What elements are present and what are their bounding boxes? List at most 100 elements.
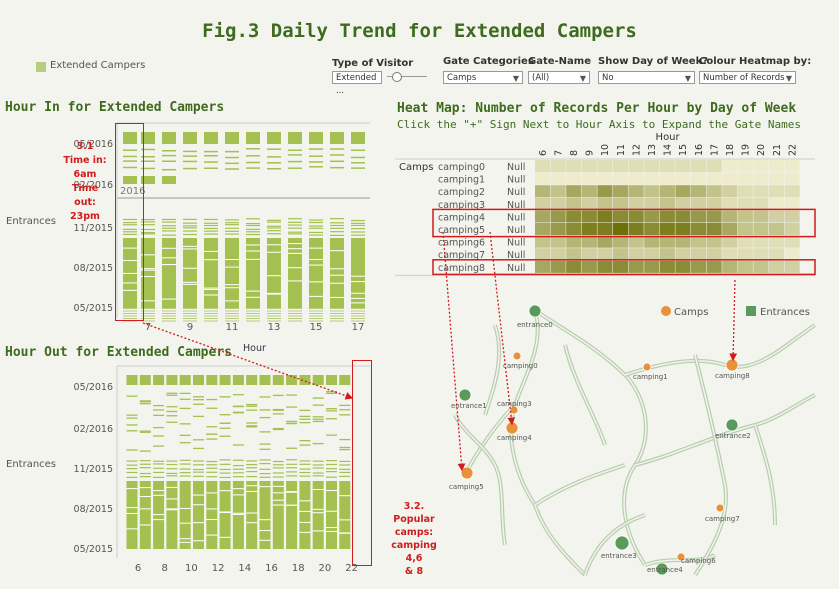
bar-tick (267, 318, 281, 319)
bar-tick (259, 463, 271, 465)
bar-tick (162, 168, 176, 171)
bar-tick (312, 420, 324, 423)
bar-gap (179, 541, 191, 543)
heatmap-cell (628, 172, 644, 185)
bar-tick (206, 438, 218, 440)
hour-in-title: Hour In for Extended Campers (5, 100, 225, 115)
bar-gap (123, 260, 137, 262)
heatmap-cell (659, 210, 675, 223)
null-label: Null (507, 225, 525, 236)
bar-segment (272, 481, 284, 549)
heatmap-cell (675, 223, 691, 236)
heatmap-cell (722, 235, 738, 248)
map-node-label: camping1 (633, 373, 668, 381)
heatmap-cell (613, 260, 629, 273)
bar-tick (166, 410, 178, 413)
date-tick-label: 02/2016 (74, 180, 113, 191)
row-header: Camps (399, 162, 433, 173)
gate-categories-select[interactable]: Camps ▼ (443, 71, 523, 84)
chevron-down-icon: ▼ (512, 74, 519, 83)
heatmap-cell (737, 160, 753, 173)
bar-tick (259, 416, 271, 419)
type-of-visitor-select[interactable]: Extended ... (332, 71, 382, 96)
bar-tick (204, 224, 218, 227)
bar-gap (141, 269, 155, 271)
bar-tick (309, 221, 323, 224)
bar-gap (246, 290, 260, 292)
bar-tick (246, 224, 260, 227)
bar-tick (272, 472, 284, 474)
bar-tick (139, 400, 151, 402)
road (533, 463, 626, 507)
bar-gap (183, 245, 197, 247)
bar-tick (162, 221, 176, 223)
visitor-slider-track[interactable] (387, 76, 427, 77)
bar-tick (330, 310, 344, 312)
show-day-select[interactable]: No ▼ (598, 71, 695, 84)
bar-tick (246, 460, 258, 462)
bar-tick (246, 471, 258, 473)
heatmap-cell (675, 197, 691, 210)
bar-tick (309, 227, 323, 229)
bar-tick (139, 431, 151, 433)
bar-tick (232, 476, 244, 478)
heatmap-cell (566, 185, 582, 198)
bar-tick (232, 444, 244, 446)
map-node-label: entrance4 (647, 566, 683, 574)
bar-tick (286, 420, 298, 423)
entrance-marker (725, 418, 739, 432)
bar-tick (225, 308, 239, 309)
gate-name-select[interactable]: (All) ▼ (528, 71, 590, 84)
heatmap-cell (644, 210, 660, 223)
bar-tick (299, 463, 311, 465)
bar-tick (141, 156, 155, 158)
bar-segment (326, 481, 337, 549)
bar-segment (179, 481, 191, 549)
heatmap-cell (613, 160, 629, 173)
bar-tick (166, 421, 178, 423)
heatmap-cell (628, 210, 644, 223)
bar-segment (225, 132, 239, 144)
bar-tick (162, 315, 176, 317)
bar-tick (162, 234, 176, 236)
bar-tick (219, 427, 231, 429)
heatmap-cell (597, 197, 613, 210)
null-label: Null (507, 212, 525, 223)
bar-tick (139, 430, 151, 432)
bar-tick (153, 409, 165, 411)
bar-gap (204, 288, 218, 290)
bar-tick (123, 231, 137, 233)
bar-tick (267, 221, 281, 223)
hour-header: 14 (663, 144, 674, 156)
bar-tick (259, 472, 271, 475)
bar-tick (246, 233, 260, 236)
bar-tick (123, 313, 137, 314)
bar-segment (206, 481, 218, 549)
bar-segment (126, 481, 138, 549)
bar-tick (123, 166, 137, 169)
bar-gap (206, 492, 218, 494)
bar-tick (259, 396, 271, 398)
bar-segment (351, 238, 365, 308)
map-node-label: camping8 (715, 372, 750, 380)
chevron-down-icon: ▼ (684, 74, 691, 83)
bar-segment (312, 375, 324, 385)
hour-header: 12 (631, 144, 642, 156)
bar-segment (330, 238, 344, 308)
heatmap-cell (628, 185, 644, 198)
colour-heatmap-select[interactable]: Number of Records ▼ (699, 71, 796, 84)
heatmap-cell (706, 172, 722, 185)
heatmap-cell (535, 197, 551, 210)
visitor-slider-knob[interactable] (392, 72, 402, 82)
year-label: 2016 (120, 186, 145, 197)
heatmap-cell (737, 197, 753, 210)
bar-tick (259, 476, 271, 478)
bar-tick (162, 310, 176, 312)
bar-tick (141, 148, 155, 151)
date-tick-label: 02/2016 (74, 424, 113, 435)
bar-tick (204, 233, 218, 235)
null-label: Null (507, 187, 525, 198)
heatmap-cell (613, 185, 629, 198)
filter-label-gate-categories: Gate Categories (443, 56, 534, 67)
bar-tick (126, 424, 138, 426)
